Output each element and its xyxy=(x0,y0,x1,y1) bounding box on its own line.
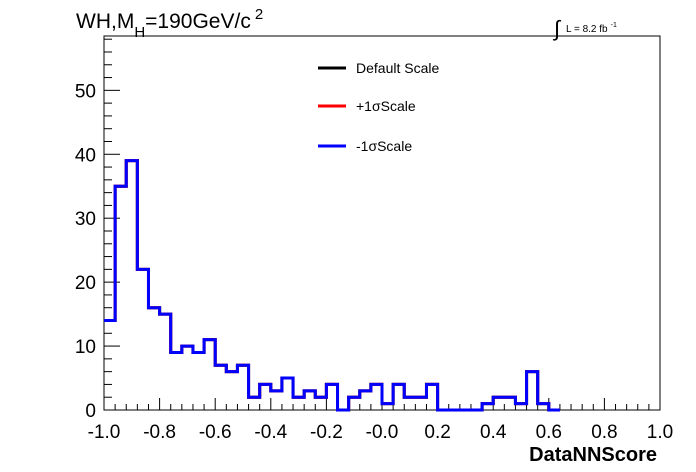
lumi-text: L = 8.2 fb xyxy=(566,24,608,35)
x-tick-label: -0.8 xyxy=(143,422,176,443)
title-main: WH,M xyxy=(76,10,134,33)
y-tick-label: 0 xyxy=(85,401,96,422)
lumi-superscript: -1 xyxy=(611,22,617,29)
x-tick-label: -0.6 xyxy=(199,422,232,443)
x-tick-label: -1.0 xyxy=(88,422,121,443)
series-line-2 xyxy=(104,159,560,412)
x-tick-label: 0.6 xyxy=(536,422,562,443)
x-tick-label: -0.4 xyxy=(254,422,287,443)
lumi-label: L = 8.2 fb -1 xyxy=(566,22,617,35)
y-tick-label: 10 xyxy=(75,337,96,358)
plot-title: WH,MH=190GeV/c 2 xyxy=(76,6,263,41)
legend-label: Default Scale xyxy=(356,60,439,76)
series-line-1 xyxy=(104,159,560,412)
y-tick-label: 30 xyxy=(75,209,96,230)
y-axis: 0 10 20 30 40 50 xyxy=(75,38,120,422)
series-layer xyxy=(104,159,560,412)
series-line-3 xyxy=(104,159,560,412)
x-tick-label: 0.8 xyxy=(591,422,617,443)
title-subscript: H xyxy=(134,24,145,41)
x-tick-label: -0.0 xyxy=(366,422,399,443)
y-tick-label: 20 xyxy=(75,273,96,294)
x-axis-label: DataNNScore xyxy=(529,444,657,466)
x-axis: -1.0 -0.8 -0.6 -0.4 -0.2 -0.0 0.2 0.4 0.6 0.8 1.0 xyxy=(88,398,673,443)
legend-label: +1σScale xyxy=(356,98,416,114)
title-superscript: 2 xyxy=(255,6,263,23)
y-tick-label: 40 xyxy=(75,145,96,166)
lumi-integral: ∫ xyxy=(552,16,562,41)
y-tick-label: 50 xyxy=(75,81,96,102)
plot-frame xyxy=(103,35,661,411)
x-tick-label: -0.2 xyxy=(310,422,343,443)
legend: Default Scale +1σScale -1σScale xyxy=(318,60,439,154)
x-tick-label: 1.0 xyxy=(647,422,673,443)
x-tick-label: 0.2 xyxy=(424,422,450,443)
legend-label: -1σScale xyxy=(356,138,412,154)
x-tick-label: 0.4 xyxy=(480,422,507,443)
title-rest: =190GeV/c xyxy=(145,10,251,33)
